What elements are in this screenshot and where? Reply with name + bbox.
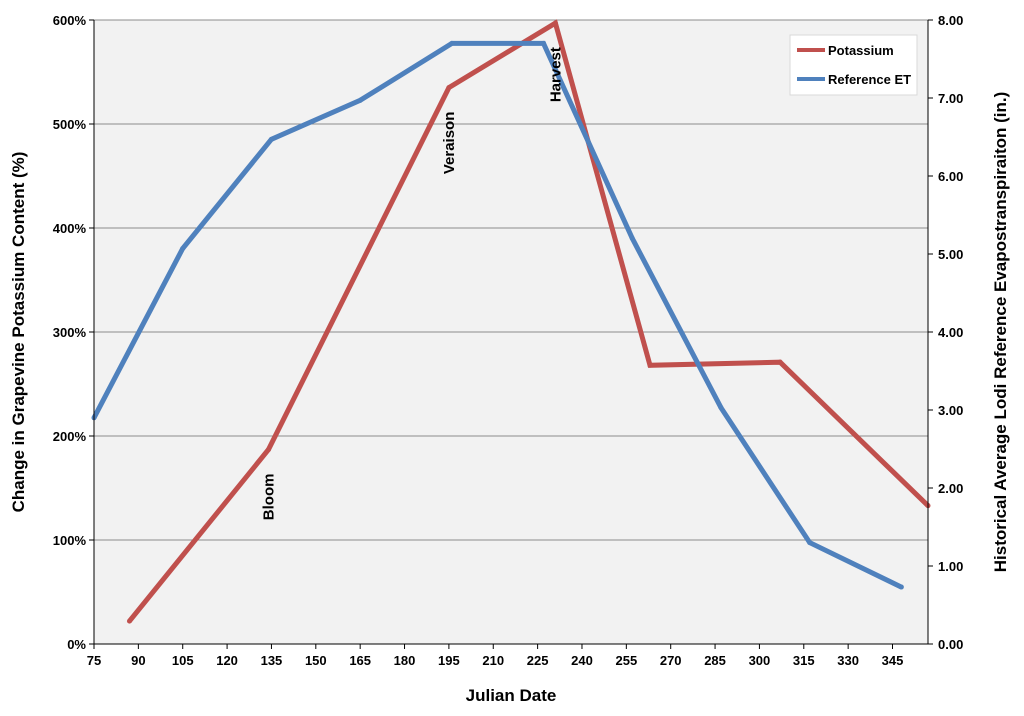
data-point-potassium (552, 20, 558, 26)
annotation-bloom: Bloom (260, 474, 277, 521)
right-y-tick-label: 1.00 (938, 559, 963, 574)
x-tick-label: 255 (615, 653, 637, 668)
x-tick-label: 165 (349, 653, 371, 668)
legend-label-potassium: Potassium (828, 43, 894, 58)
right-y-tick-label: 5.00 (938, 247, 963, 262)
legend-label-reference-et: Reference ET (828, 72, 911, 87)
legend-box (789, 34, 918, 96)
x-tick-label: 135 (261, 653, 283, 668)
x-axis-ticks: 75 90 105 120 135 150 165 180 195 210 225 240 255 270… (87, 644, 904, 668)
x-tick-label: 180 (394, 653, 416, 668)
left-y-axis-title: Change in Grapevine Potassium Content (%… (9, 152, 28, 513)
x-tick-label: 330 (837, 653, 859, 668)
data-point-reference-et (898, 584, 904, 590)
x-tick-label: 210 (482, 653, 504, 668)
left-y-tick-label: 400% (53, 221, 87, 236)
data-point-reference-et (541, 40, 547, 46)
right-y-tick-label: 3.00 (938, 403, 963, 418)
data-point-reference-et (807, 540, 813, 546)
x-tick-label: 150 (305, 653, 327, 668)
left-y-tick-label: 200% (53, 429, 87, 444)
x-tick-label: 315 (793, 653, 815, 668)
left-y-tick-label: 0% (67, 637, 86, 652)
data-point-reference-et (449, 40, 455, 46)
data-point-reference-et (180, 246, 186, 252)
annotations: Bloom Veraison Harvest (260, 47, 564, 520)
x-tick-label: 300 (749, 653, 771, 668)
data-point-potassium (647, 362, 653, 368)
x-tick-label: 120 (216, 653, 238, 668)
x-tick-label: 90 (131, 653, 145, 668)
data-point-potassium (126, 618, 132, 624)
series-lines (91, 19, 931, 624)
data-point-reference-et (629, 235, 635, 241)
data-point-reference-et (357, 97, 363, 103)
annotation-veraison: Veraison (441, 112, 458, 175)
x-tick-label: 270 (660, 653, 682, 668)
left-y-tick-label: 600% (53, 13, 87, 28)
x-tick-label: 75 (87, 653, 101, 668)
x-tick-label: 195 (438, 653, 460, 668)
right-y-tick-label: 8.00 (938, 13, 963, 28)
right-y-tick-label: 0.00 (938, 637, 963, 652)
annotation-harvest: Harvest (547, 47, 564, 102)
right-y-tick-label: 4.00 (938, 325, 963, 340)
x-tick-label: 285 (704, 653, 726, 668)
right-y-axis-ticks: 0.00 1.00 2.00 3.00 4.00 5.00 6.00 7.00 8.00 (928, 13, 963, 652)
x-tick-label: 345 (882, 653, 904, 668)
right-y-tick-label: 2.00 (938, 481, 963, 496)
x-axis-title: Julian Date (466, 686, 557, 705)
x-tick-label: 225 (527, 653, 549, 668)
data-point-reference-et (718, 405, 724, 411)
legend: Potassium Reference ET (789, 34, 918, 96)
right-y-axis-title: Historical Average Lodi Reference Evapos… (991, 92, 1010, 573)
series-line-reference-et (91, 40, 903, 590)
left-y-tick-label: 300% (53, 325, 87, 340)
right-y-tick-label: 6.00 (938, 169, 963, 184)
data-point-reference-et (268, 136, 274, 142)
x-tick-label: 240 (571, 653, 593, 668)
data-point-potassium (265, 447, 271, 453)
left-y-tick-label: 500% (53, 117, 87, 132)
right-y-tick-label: 7.00 (938, 91, 963, 106)
data-point-potassium (777, 359, 783, 365)
data-point-potassium (446, 85, 452, 91)
left-y-tick-label: 100% (53, 533, 87, 548)
left-y-axis-ticks: 0% 100% 200% 300% 400% 500% 600% (53, 13, 94, 652)
x-tick-label: 105 (172, 653, 194, 668)
gridlines (94, 19, 928, 541)
